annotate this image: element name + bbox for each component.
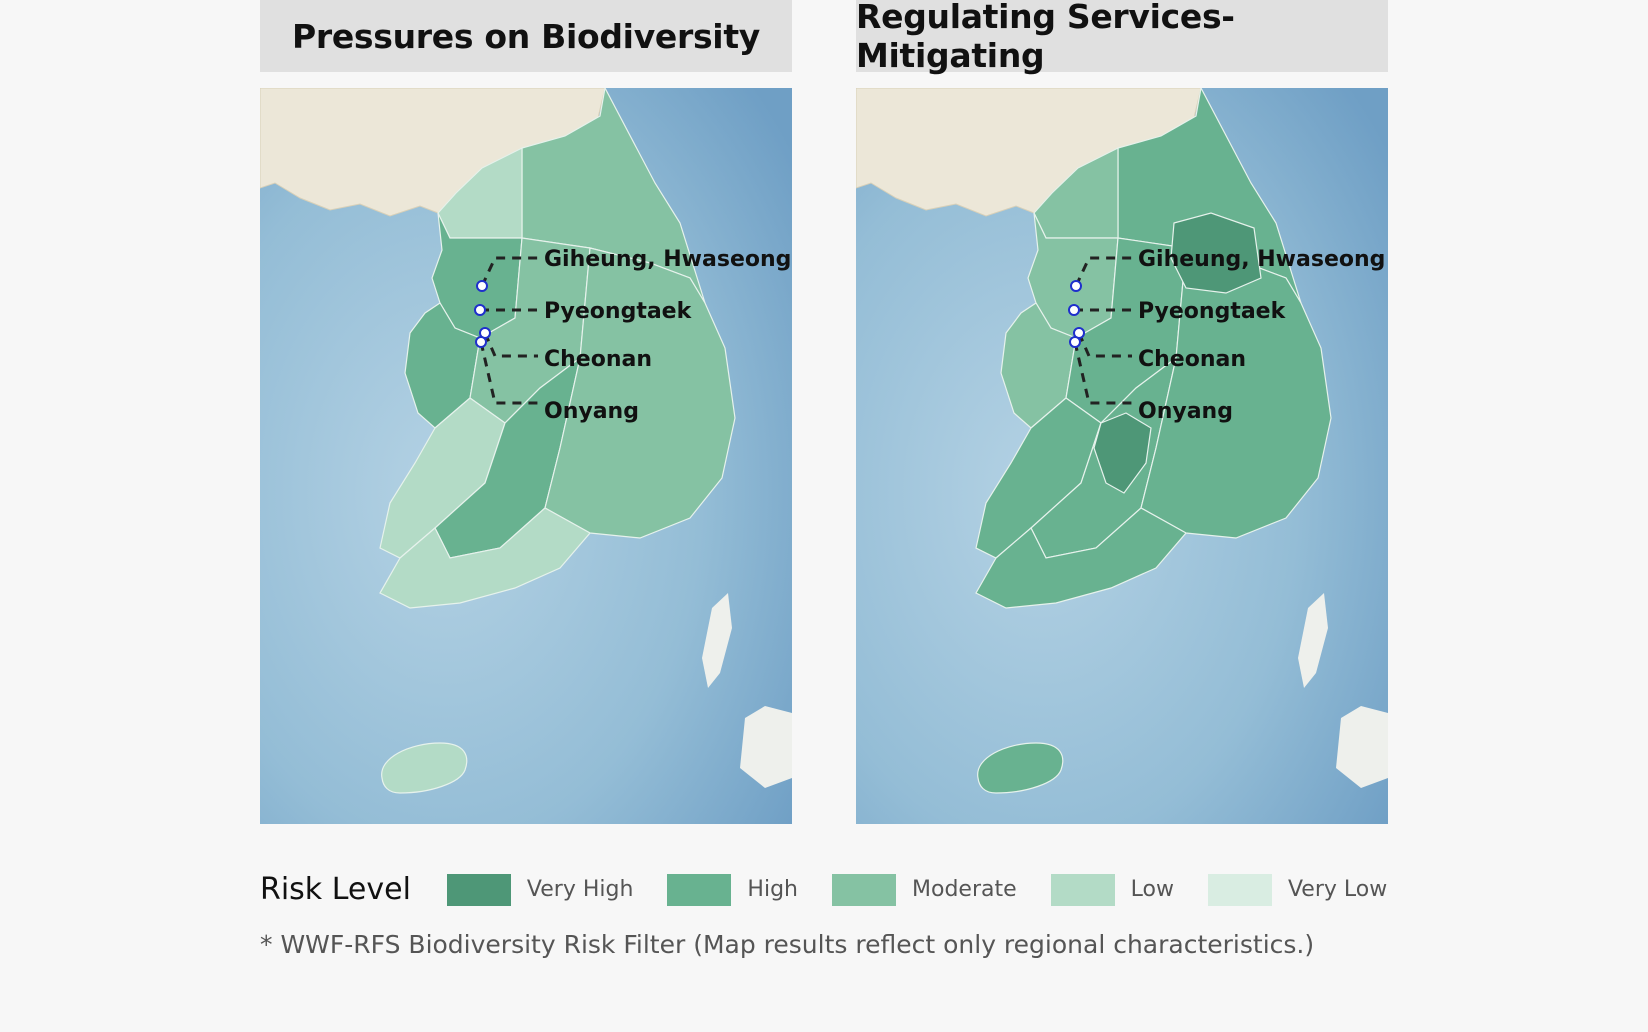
legend-swatch: [667, 873, 732, 906]
region-jeju: [381, 742, 468, 794]
region-jeju: [977, 742, 1064, 794]
legend-item-low: Low: [1050, 873, 1174, 906]
site-leaders: [1073, 256, 1132, 405]
site-markers: [474, 280, 491, 348]
legend-label: High: [747, 877, 798, 902]
panel-title-pressures: Pressures on Biodiversity: [260, 0, 792, 72]
region-west: [1000, 302, 1077, 429]
footnote: * WWF-RFS Biodiversity Risk Filter (Map …: [260, 930, 1315, 959]
site-label-giheung: Giheung, Hwaseong: [544, 247, 791, 272]
korea-regions: [379, 88, 736, 794]
site-label-cheonan: Cheonan: [1138, 347, 1246, 372]
map-svg-regulating: Giheung, Hwaseong Pyeongtaek Cheonan Ony…: [856, 88, 1388, 824]
legend-title: Risk Level: [260, 872, 411, 907]
region-east: [1140, 247, 1332, 539]
site-marker-onyang[interactable]: [475, 336, 487, 348]
site-label-onyang: Onyang: [1138, 399, 1233, 424]
map-svg-pressures: Giheung, Hwaseong Pyeongtaek Cheonan Ony…: [260, 88, 792, 824]
legend: Risk Level Very High High Moderate Low V…: [260, 872, 1421, 907]
legend-item-very-low: Very Low: [1207, 873, 1388, 906]
site-label-pyeongtaek: Pyeongtaek: [544, 299, 693, 324]
site-label-giheung: Giheung, Hwaseong: [1138, 247, 1385, 272]
site-marker-pyeongtaek[interactable]: [1068, 304, 1080, 316]
korea-regions: [975, 88, 1332, 794]
legend-swatch: [446, 873, 511, 906]
legend-label: Moderate: [912, 877, 1017, 902]
legend-item-very-high: Very High: [446, 873, 634, 906]
legend-item-high: High: [667, 873, 798, 906]
site-marker-giheung[interactable]: [476, 280, 488, 292]
region-southcoast: [975, 507, 1187, 609]
legend-label: Very Low: [1287, 877, 1388, 902]
site-label-onyang: Onyang: [544, 399, 639, 424]
map-pressures[interactable]: Giheung, Hwaseong Pyeongtaek Cheonan Ony…: [260, 88, 792, 824]
panel-title-regulating: Regulating Services-Mitigating: [856, 0, 1388, 75]
legend-label: Low: [1130, 877, 1174, 902]
region-hotspot2: [1093, 412, 1152, 494]
site-markers: [1068, 280, 1085, 348]
map-regulating[interactable]: Giheung, Hwaseong Pyeongtaek Cheonan Ony…: [856, 88, 1388, 824]
legend-label: Very High: [526, 877, 634, 902]
legend-item-moderate: Moderate: [832, 873, 1017, 906]
site-marker-onyang[interactable]: [1069, 336, 1081, 348]
islands: [702, 593, 792, 788]
site-label-pyeongtaek: Pyeongtaek: [1138, 299, 1287, 324]
region-hotspot1: [1170, 212, 1262, 294]
region-east: [544, 247, 736, 539]
site-label-cheonan: Cheonan: [544, 347, 652, 372]
islands: [1298, 593, 1388, 788]
region-west: [404, 302, 481, 429]
site-marker-giheung[interactable]: [1070, 280, 1082, 292]
legend-swatch: [1207, 873, 1272, 906]
site-marker-pyeongtaek[interactable]: [474, 304, 486, 316]
legend-swatch: [832, 873, 896, 906]
legend-swatch: [1050, 873, 1115, 906]
region-southcoast: [379, 507, 591, 609]
site-leaders: [479, 256, 538, 405]
